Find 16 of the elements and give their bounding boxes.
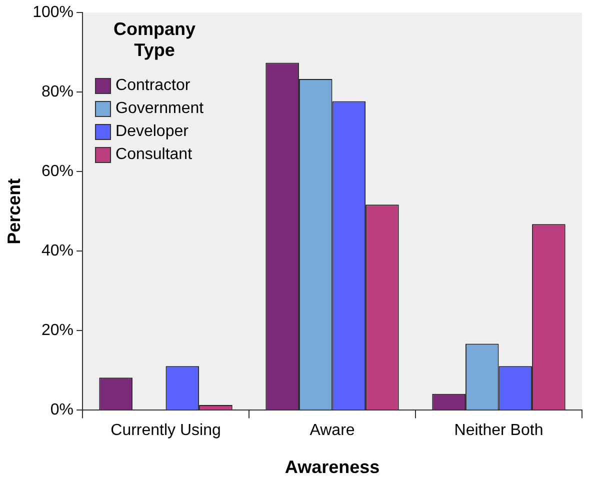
y-tick-label: 60% <box>41 163 74 180</box>
x-axis-title: Awareness <box>284 457 380 478</box>
y-axis-title: Percent <box>4 178 24 244</box>
legend-label: Consultant <box>116 146 192 164</box>
legend-label: Contractor <box>116 77 190 96</box>
legend-label: Government <box>116 100 204 118</box>
x-tick-label: Neither Both <box>454 422 544 440</box>
y-tick-label: 20% <box>41 322 74 340</box>
x-tick-label: Aware <box>310 422 355 440</box>
y-tick-label: 40% <box>41 242 74 260</box>
y-tick-label: 80% <box>41 84 74 101</box>
y-tick-label: 100% <box>32 4 74 22</box>
y-tick-label: 0% <box>50 402 74 419</box>
legend-title: Company Type <box>112 18 197 61</box>
legend-label: Developer <box>116 123 188 142</box>
x-tick-label: Currently Using <box>110 422 221 440</box>
